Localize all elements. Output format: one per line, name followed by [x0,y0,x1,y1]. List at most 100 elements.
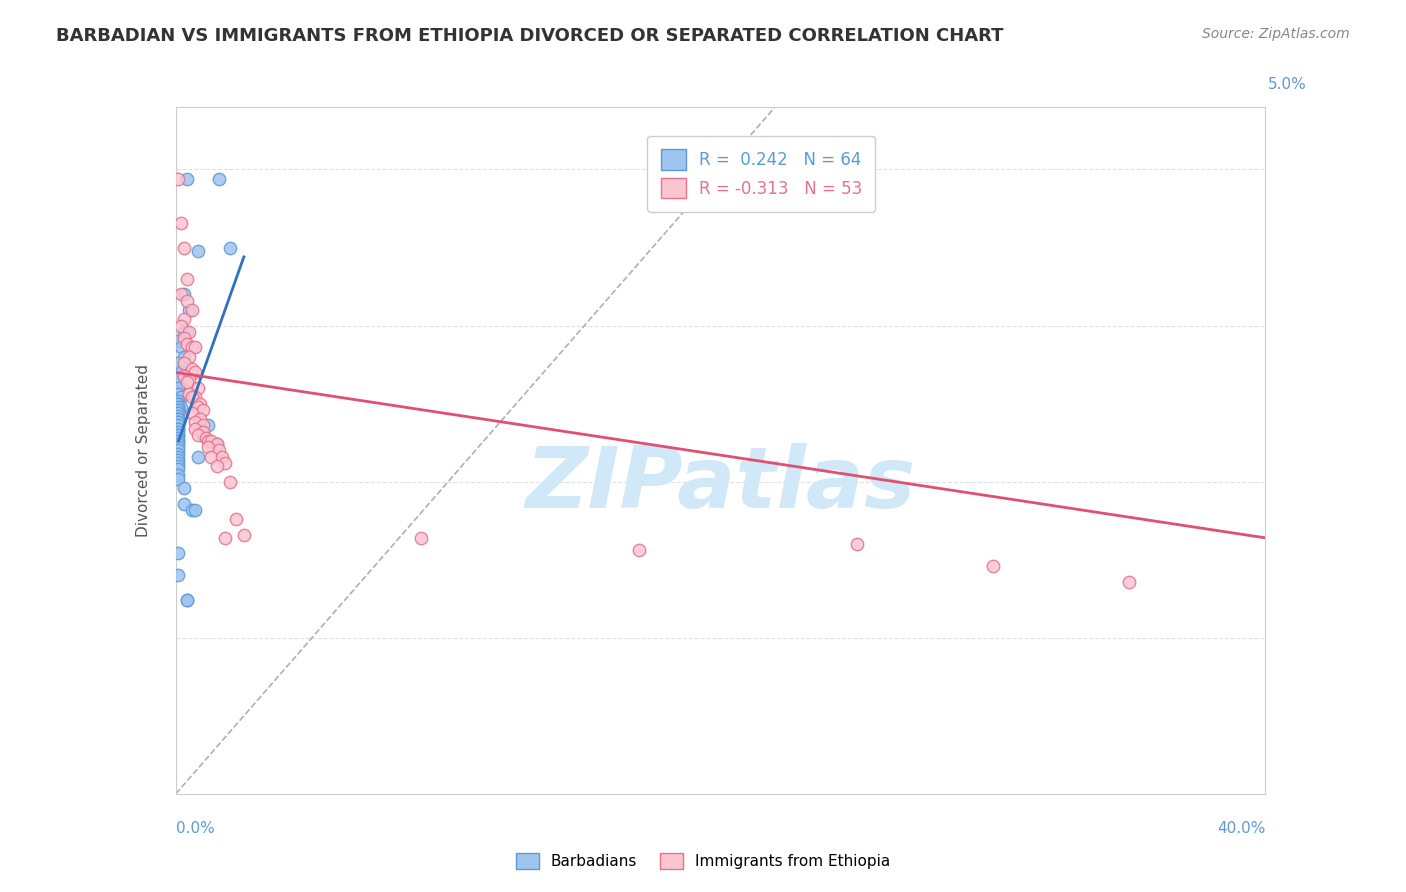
Point [170,215,193,229]
Point [981,558,1004,574]
Point [167,412,190,426]
Point [186,244,209,258]
Point [181,406,204,420]
Point [167,403,190,417]
Point [219,240,242,255]
Point [173,368,195,383]
Point [184,421,207,435]
Point [186,450,209,464]
Point [173,496,195,510]
Point [167,450,190,464]
Text: BARBADIAN VS IMMIGRANTS FROM ETHIOPIA DIVORCED OR SEPARATED CORRELATION CHART: BARBADIAN VS IMMIGRANTS FROM ETHIOPIA DI… [56,27,1004,45]
Point [167,458,190,473]
Point [176,375,198,389]
Point [197,440,219,454]
Point [167,421,190,435]
Point [170,287,193,301]
Point [167,387,190,401]
Legend: Barbadians, Immigrants from Ethiopia: Barbadians, Immigrants from Ethiopia [509,847,897,875]
Point [173,287,195,301]
Point [167,427,190,442]
Text: 5.0%: 5.0% [1268,77,1306,92]
Text: 40.0%: 40.0% [1218,822,1265,837]
Point [167,356,190,370]
Point [197,434,219,448]
Point [409,531,432,545]
Point [188,412,211,426]
Point [167,452,190,467]
Text: 0.0%: 0.0% [176,822,215,837]
Point [845,537,868,551]
Point [167,396,190,410]
Point [184,390,207,404]
Point [181,362,204,376]
Point [232,527,254,541]
Point [170,390,193,404]
Point [167,415,190,429]
Point [167,568,190,582]
Point [181,302,204,317]
Point [167,406,190,420]
Point [181,340,204,354]
Point [191,418,214,433]
Point [167,434,190,448]
Point [188,396,211,410]
Point [1118,574,1140,589]
Point [208,171,231,186]
Point [211,450,233,464]
Point [179,325,201,339]
Point [167,334,190,348]
Point [205,437,228,451]
Point [167,381,190,395]
Point [167,546,190,561]
Point [191,403,214,417]
Point [167,393,190,408]
Point [179,302,201,317]
Point [219,475,242,489]
Point [167,471,190,485]
Point [167,468,190,483]
Point [191,427,214,442]
Point [186,427,209,442]
Point [167,409,190,423]
Point [184,415,207,429]
Point [176,337,198,351]
Point [176,271,198,285]
Text: Source: ZipAtlas.com: Source: ZipAtlas.com [1202,27,1350,41]
Point [170,375,193,389]
Point [173,481,195,495]
Text: Divorced or Separated: Divorced or Separated [135,364,150,537]
Point [167,425,190,439]
Point [167,456,190,470]
Point [214,531,236,545]
Point [225,512,247,526]
Point [170,318,193,333]
Point [167,443,190,458]
Point [191,425,214,439]
Point [170,400,193,414]
Point [167,412,190,426]
Point [173,350,195,364]
Point [176,593,198,607]
Point [176,325,198,339]
Point [179,350,201,364]
Point [167,462,190,476]
Point [200,434,222,448]
Point [167,418,190,433]
Point [627,543,650,558]
Point [208,443,231,458]
Point [167,437,190,451]
Point [197,418,219,433]
Legend: R =  0.242   N = 64, R = -0.313   N = 53: R = 0.242 N = 64, R = -0.313 N = 53 [647,136,876,211]
Point [167,427,190,442]
Point [186,381,209,395]
Point [167,434,190,448]
Point [170,366,193,380]
Point [179,387,201,401]
Point [181,502,204,516]
Point [167,406,190,420]
Point [173,325,195,339]
Point [170,340,193,354]
Point [205,458,228,473]
Point [167,403,190,417]
